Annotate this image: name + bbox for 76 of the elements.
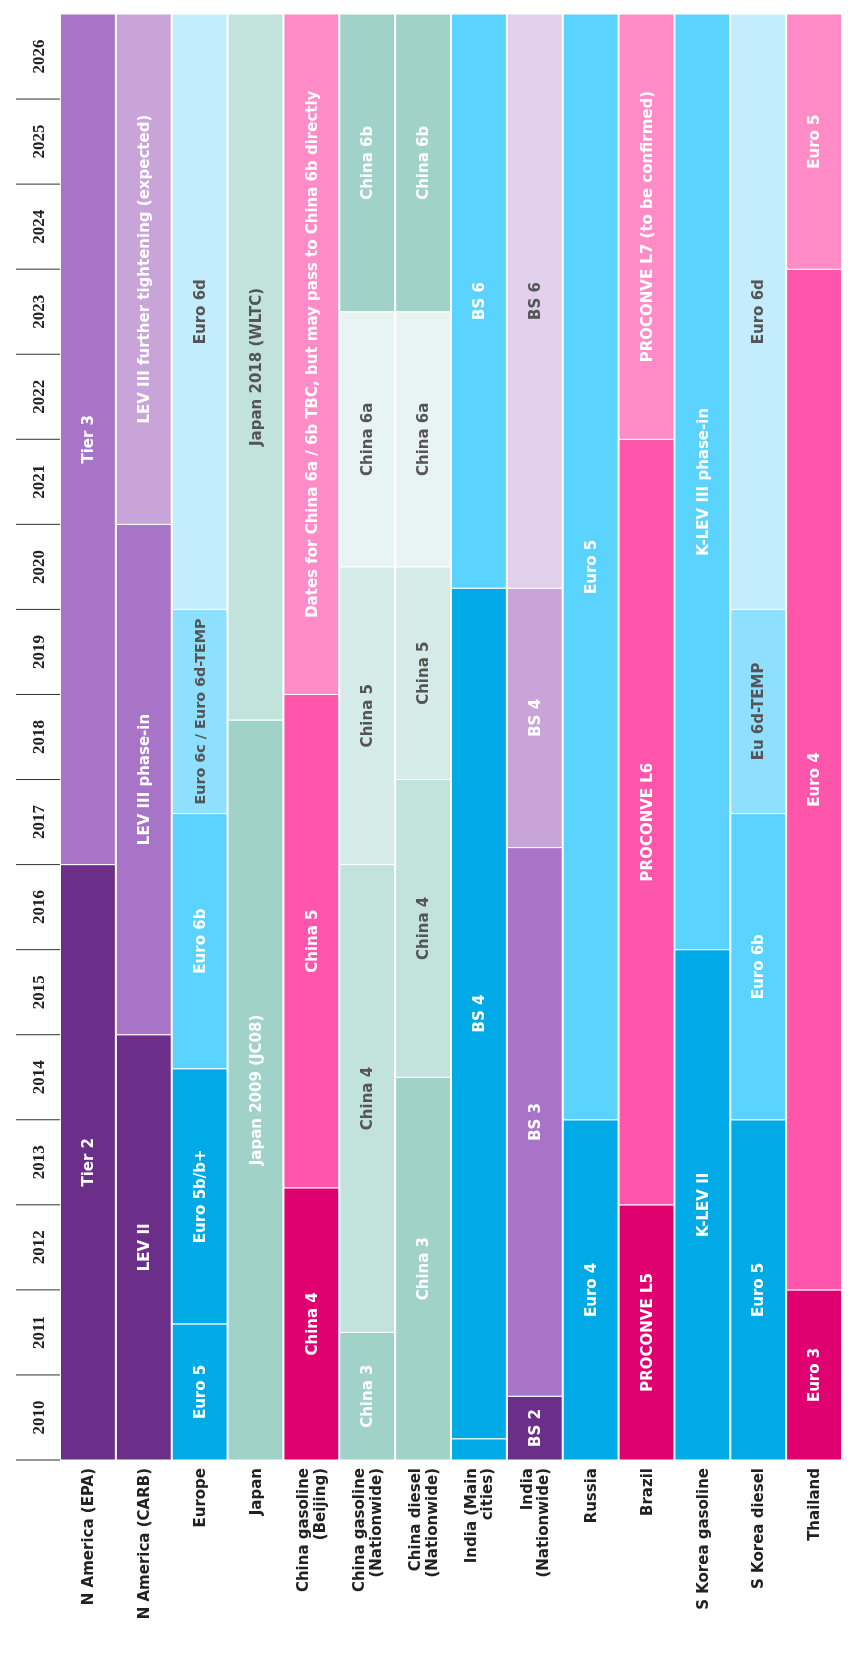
data-label: K-LEV II [693, 1172, 712, 1237]
x-tick-label: S Korea gasoline [693, 1468, 712, 1610]
data-label: Dates for China 6a / 6b TBC, but may pass to China 6b directly [302, 90, 321, 618]
x-tick-label: China gasoline (Beijing) [294, 1468, 329, 1593]
data-label: Euro 4 [581, 1262, 600, 1318]
data-label: LEV III phase-in [135, 713, 154, 846]
data-label: Euro 6b [190, 908, 209, 974]
data-label: PROCONVE L7 (to be confirmed) [637, 90, 656, 363]
y-tick-label: 2025 [28, 124, 48, 159]
data-label: China 3 [358, 1364, 377, 1428]
data-label: LEV III further tightening (expected) [135, 114, 154, 424]
data-label: China 5 [358, 684, 377, 748]
y-tick-label: 2022 [28, 379, 48, 414]
y-tick-label: 2012 [28, 1230, 48, 1265]
data-label: Euro 6d [749, 279, 768, 345]
data-label: Tier 3 [79, 414, 98, 464]
data-label: Eu 6d-TEMP [749, 662, 768, 761]
y-tick-label: 2019 [28, 634, 48, 669]
y-tick-label: 2023 [28, 294, 48, 329]
data-label: Euro 3 [805, 1347, 824, 1403]
y-tick-label: 2014 [28, 1059, 48, 1095]
y-tick-label: 2015 [28, 975, 48, 1010]
data-label: Euro 5 [190, 1364, 209, 1420]
data-label: K-LEV III phase-in [693, 407, 712, 556]
data-label: China 4 [414, 896, 433, 961]
x-tick-label: China diesel (Nationwide) [406, 1468, 441, 1578]
x-tick-label: India (Nationwide) [517, 1468, 553, 1578]
y-tick-label: 2020 [28, 549, 48, 584]
data-label: BS 3 [526, 1102, 545, 1141]
x-tick-label: S Korea diesel [749, 1468, 768, 1589]
data-label: China 6a [358, 402, 377, 477]
data-label: PROCONVE L5 [637, 1273, 656, 1392]
data-label: LEV II [135, 1223, 154, 1272]
x-tick-label: Thailand [805, 1468, 824, 1541]
data-label: China 3 [414, 1236, 433, 1301]
data-label: BS 6 [470, 282, 489, 321]
data-label: BS 4 [526, 698, 545, 737]
x-tick-label: Russia [581, 1468, 600, 1524]
data-label: Japan 2018 (WLTC) [246, 287, 265, 447]
data-label: Euro 6b [749, 933, 768, 1000]
data-label: Japan 2009 (JC08) [246, 1014, 265, 1167]
y-tick-label: 2011 [28, 1315, 48, 1349]
x-tick-label: China gasoline (Nationwide) [350, 1468, 385, 1593]
x-tick-label: Japan [246, 1468, 265, 1517]
y-tick-label: 2017 [28, 804, 48, 840]
y-tick-label: 2026 [28, 39, 48, 74]
data-label: Euro 5 [805, 114, 824, 169]
x-tick-label: Brazil [637, 1468, 656, 1516]
data-label: Euro 5 [749, 1262, 768, 1318]
data-label: China 5 [302, 909, 321, 973]
data-label: Euro 6d [190, 279, 209, 345]
y-tick-label: 2024 [28, 209, 48, 244]
x-tick-label: Europe [190, 1468, 209, 1528]
data-label: Euro 6c / Euro 6d-TEMP [191, 618, 208, 805]
data-label: Euro 5 [581, 539, 600, 595]
x-tick-label: N America (CARB) [135, 1468, 154, 1620]
y-tick-label: 2021 [28, 464, 48, 499]
data-label: China 4 [302, 1292, 321, 1356]
x-tick-label: N America (EPA) [79, 1468, 98, 1606]
data-label: Euro 4 [805, 752, 824, 807]
data-label: China 6a [414, 402, 433, 477]
y-tick-label: 2016 [28, 890, 48, 925]
y-tick-label: 2010 [28, 1400, 48, 1435]
data-label: China 6b [414, 125, 433, 200]
y-tick-label: 2018 [28, 720, 48, 754]
data-label: BS 4 [470, 994, 489, 1033]
data-label: Tier 2 [79, 1137, 98, 1187]
data-label: BS 2 [526, 1409, 545, 1448]
data-label: China 5 [414, 641, 433, 705]
data-label: Euro 5b/b+ [190, 1149, 209, 1244]
x-tick-label: India (Main cities) [461, 1468, 497, 1564]
data-label: PROCONVE L6 [637, 762, 656, 882]
y-tick-label: 2013 [28, 1145, 48, 1180]
data-label: China 6b [358, 125, 377, 200]
data-label: BS 6 [526, 282, 545, 321]
data-label: China 4 [358, 1066, 377, 1131]
